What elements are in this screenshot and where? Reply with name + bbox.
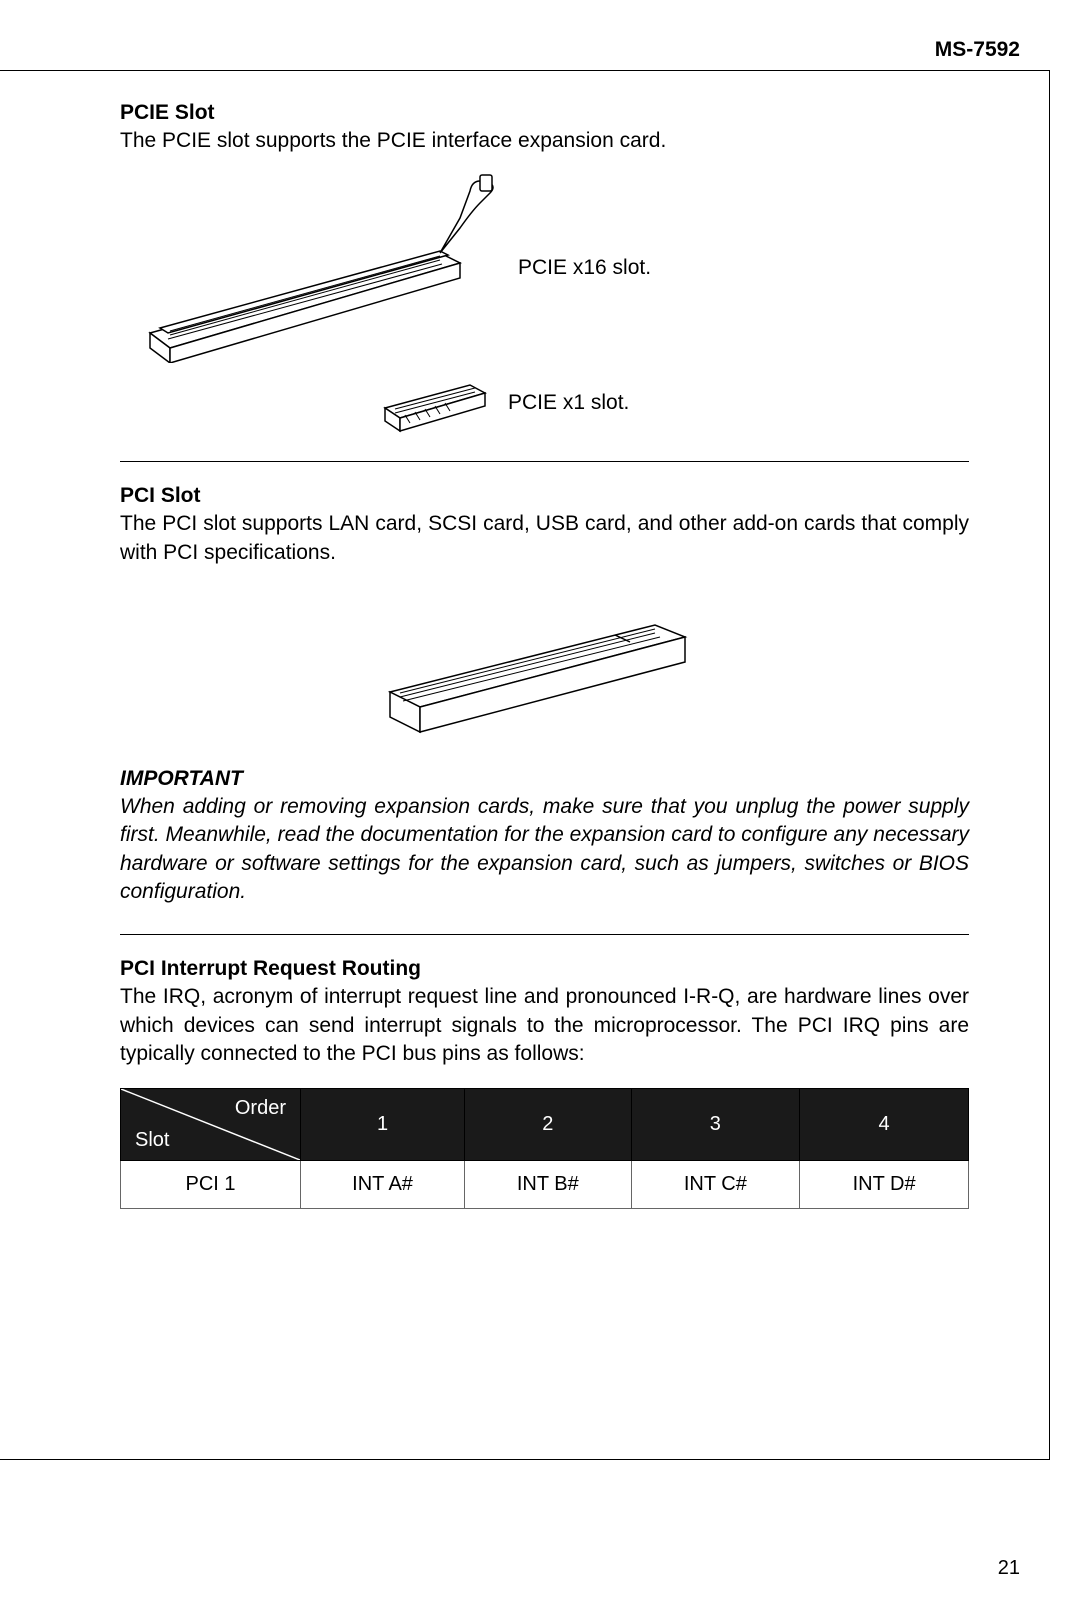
- pci-heading: PCI Slot: [120, 484, 969, 508]
- irq-table: Order Slot 1 2 3 4 PCI 1 INT A# INT B# I…: [120, 1088, 969, 1209]
- irq-section: PCI Interrupt Request Routing The IRQ, a…: [120, 957, 969, 1209]
- divider: [120, 461, 969, 462]
- row-cell: INT B#: [465, 1161, 631, 1209]
- col-header: 2: [465, 1089, 631, 1161]
- divider: [120, 934, 969, 935]
- col-header: 4: [800, 1089, 969, 1161]
- pci-slot-icon: [385, 607, 705, 737]
- pcie-x1-label: PCIE x1 slot.: [508, 391, 629, 415]
- important-text: When adding or removing expansion cards,…: [120, 793, 969, 906]
- col-header: 1: [301, 1089, 465, 1161]
- pcie-heading: PCIE Slot: [120, 101, 969, 125]
- row-slot-cell: PCI 1: [121, 1161, 301, 1209]
- important-heading: IMPORTANT: [120, 767, 969, 791]
- col-header: 3: [631, 1089, 800, 1161]
- pcie-x1-icon: [380, 373, 490, 433]
- model-number: MS-7592: [935, 38, 1020, 62]
- diag-header-cell: Order Slot: [121, 1089, 301, 1161]
- pcie-x16-icon: [140, 173, 500, 363]
- row-cell: INT D#: [800, 1161, 969, 1209]
- row-cell: INT C#: [631, 1161, 800, 1209]
- page-number: 21: [998, 1557, 1020, 1580]
- pci-section: PCI Slot The PCI slot supports LAN card,…: [120, 484, 969, 737]
- table-row: PCI 1 INT A# INT B# INT C# INT D#: [121, 1161, 969, 1209]
- diag-order-label: Order: [235, 1097, 286, 1120]
- irq-text: The IRQ, acronym of interrupt request li…: [120, 983, 969, 1068]
- irq-heading: PCI Interrupt Request Routing: [120, 957, 969, 981]
- table-header-row: Order Slot 1 2 3 4: [121, 1089, 969, 1161]
- page-frame: PCIE Slot The PCIE slot supports the PCI…: [0, 70, 1050, 1460]
- diag-slot-label: Slot: [135, 1129, 169, 1152]
- pcie-figures: PCIE x16 slot.: [120, 173, 969, 433]
- pcie-text: The PCIE slot supports the PCIE interfac…: [120, 127, 969, 155]
- pci-figure: [120, 607, 969, 737]
- row-cell: INT A#: [301, 1161, 465, 1209]
- pcie-section: PCIE Slot The PCIE slot supports the PCI…: [120, 101, 969, 433]
- pci-text: The PCI slot supports LAN card, SCSI car…: [120, 510, 969, 567]
- important-section: IMPORTANT When adding or removing expans…: [120, 767, 969, 906]
- pcie-x16-label: PCIE x16 slot.: [518, 256, 651, 280]
